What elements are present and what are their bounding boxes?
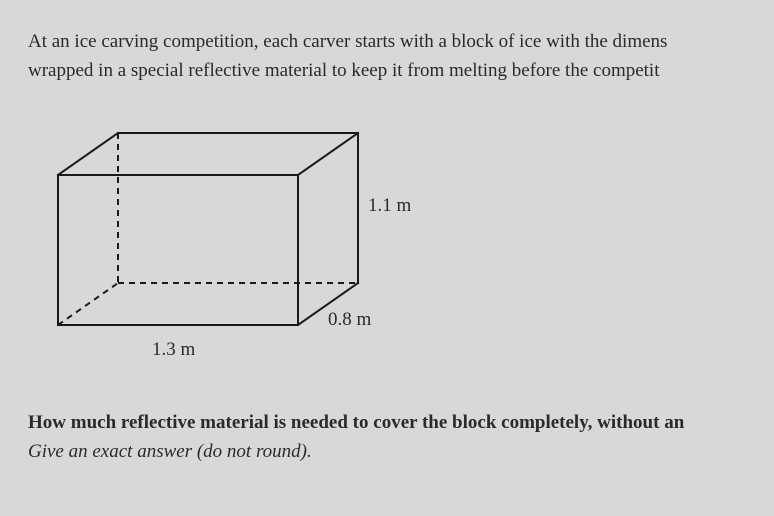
prism-figure: 1.1 m 0.8 m 1.3 m — [28, 115, 448, 375]
height-label: 1.1 m — [368, 195, 411, 217]
problem-line-2: wrapped in a special reflective material… — [28, 60, 660, 81]
problem-line-1: At an ice carving competition, each carv… — [28, 31, 667, 52]
question: How much reflective material is needed t… — [28, 409, 774, 466]
question-line-2b: (do not round). — [197, 441, 312, 462]
width-label: 1.3 m — [152, 339, 195, 361]
problem-statement: At an ice carving competition, each carv… — [28, 28, 774, 85]
depth-label: 0.8 m — [328, 309, 371, 331]
question-line-2a: Give an exact answer — [28, 441, 197, 462]
question-line-1: How much reflective material is needed t… — [28, 412, 684, 433]
prism-svg — [28, 115, 448, 375]
